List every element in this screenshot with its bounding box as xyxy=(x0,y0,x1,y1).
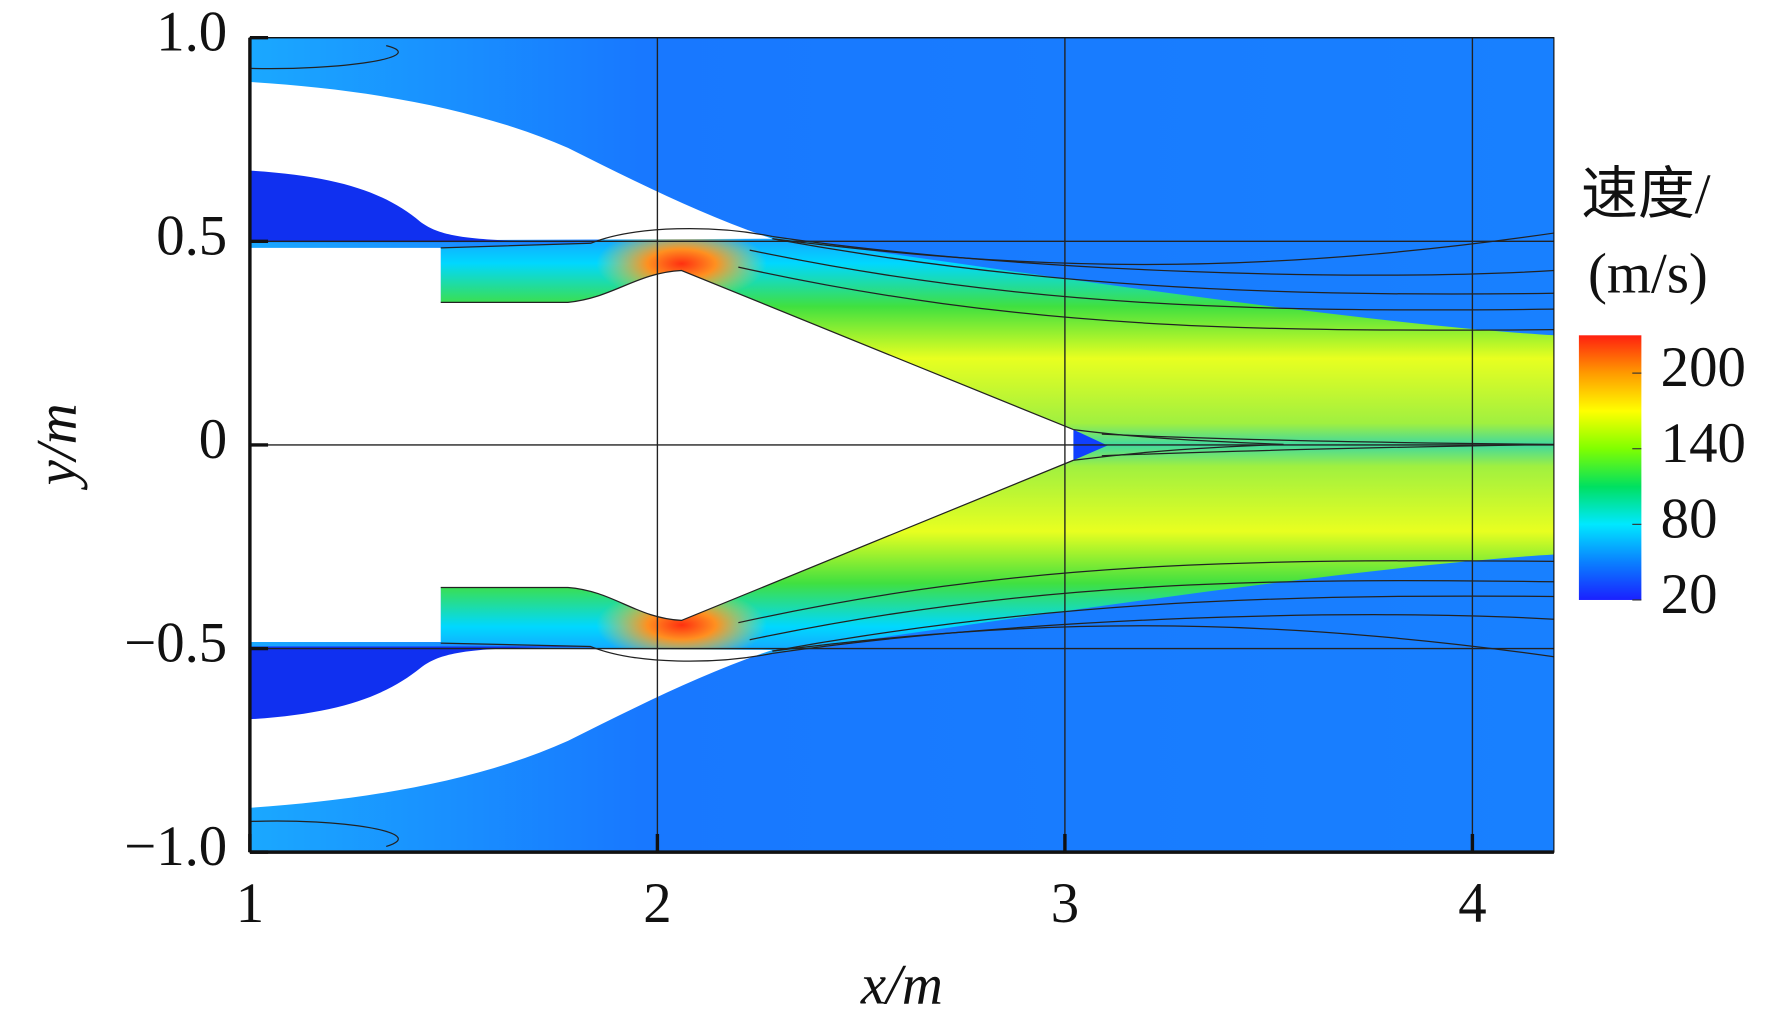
colorbar-tick-label: 140 xyxy=(1661,412,1746,475)
colorbar xyxy=(1578,335,1642,600)
colorbar-tick-label: 20 xyxy=(1661,563,1718,626)
x-tick-label: 3 xyxy=(1051,872,1079,935)
y-axis-label: y/m xyxy=(26,403,89,490)
x-tick-label: 2 xyxy=(643,872,671,935)
colorbar-label: (m/s) xyxy=(1588,243,1708,306)
y-tick-label: 1.0 xyxy=(156,1,227,64)
colorbar-label: 速度/ xyxy=(1581,163,1711,226)
y-tick-label: −0.5 xyxy=(124,612,227,675)
y-tick-label: 0.5 xyxy=(156,204,227,267)
colorbar-tick-label: 80 xyxy=(1661,487,1718,550)
x-tick-label: 1 xyxy=(236,872,264,935)
colorbar-tick-label: 200 xyxy=(1661,336,1746,399)
y-tick-label: −1.0 xyxy=(124,815,227,878)
x-axis-label: x/m xyxy=(860,954,943,1017)
y-tick-label: 0 xyxy=(199,408,227,471)
x-tick-label: 4 xyxy=(1458,872,1486,935)
